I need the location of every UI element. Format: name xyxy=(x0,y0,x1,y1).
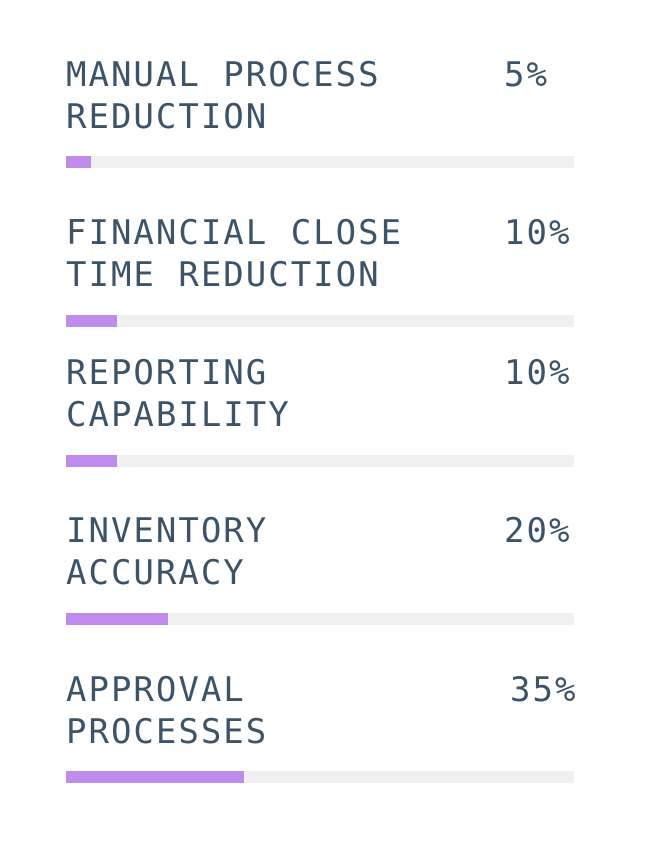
metric-label: MANUAL PROCESS REDUCTION xyxy=(66,55,381,137)
progress-track xyxy=(66,315,574,327)
metric-value: 5% xyxy=(504,55,549,95)
progress-fill xyxy=(66,156,91,168)
progress-fill xyxy=(66,455,117,467)
metric-row-approval-processes: APPROVAL PROCESSES 35% xyxy=(66,669,578,799)
metric-value: 35% xyxy=(510,670,578,710)
progress-track xyxy=(66,156,574,168)
metric-label: APPROVAL PROCESSES xyxy=(66,670,269,752)
progress-track xyxy=(66,771,574,783)
metric-label: REPORTING CAPABILITY xyxy=(66,353,291,435)
metric-row-financial-close-time-reduction: FINANCIAL CLOSE TIME REDUCTION 10% xyxy=(66,212,574,342)
metric-row-reporting-capability: REPORTING CAPABILITY 10% xyxy=(66,352,574,482)
metric-row-inventory-accuracy: INVENTORY ACCURACY 20% xyxy=(66,510,574,640)
metric-value: 20% xyxy=(504,511,572,551)
progress-fill xyxy=(66,771,244,783)
progress-track xyxy=(66,613,574,625)
metric-label: INVENTORY ACCURACY xyxy=(66,511,269,593)
metric-row-manual-process-reduction: MANUAL PROCESS REDUCTION 5% xyxy=(66,54,574,184)
progress-fill xyxy=(66,315,117,327)
metric-value: 10% xyxy=(504,353,572,393)
progress-fill xyxy=(66,613,168,625)
progress-track xyxy=(66,455,574,467)
metric-value: 10% xyxy=(504,213,572,253)
metric-label: FINANCIAL CLOSE TIME REDUCTION xyxy=(66,213,404,295)
